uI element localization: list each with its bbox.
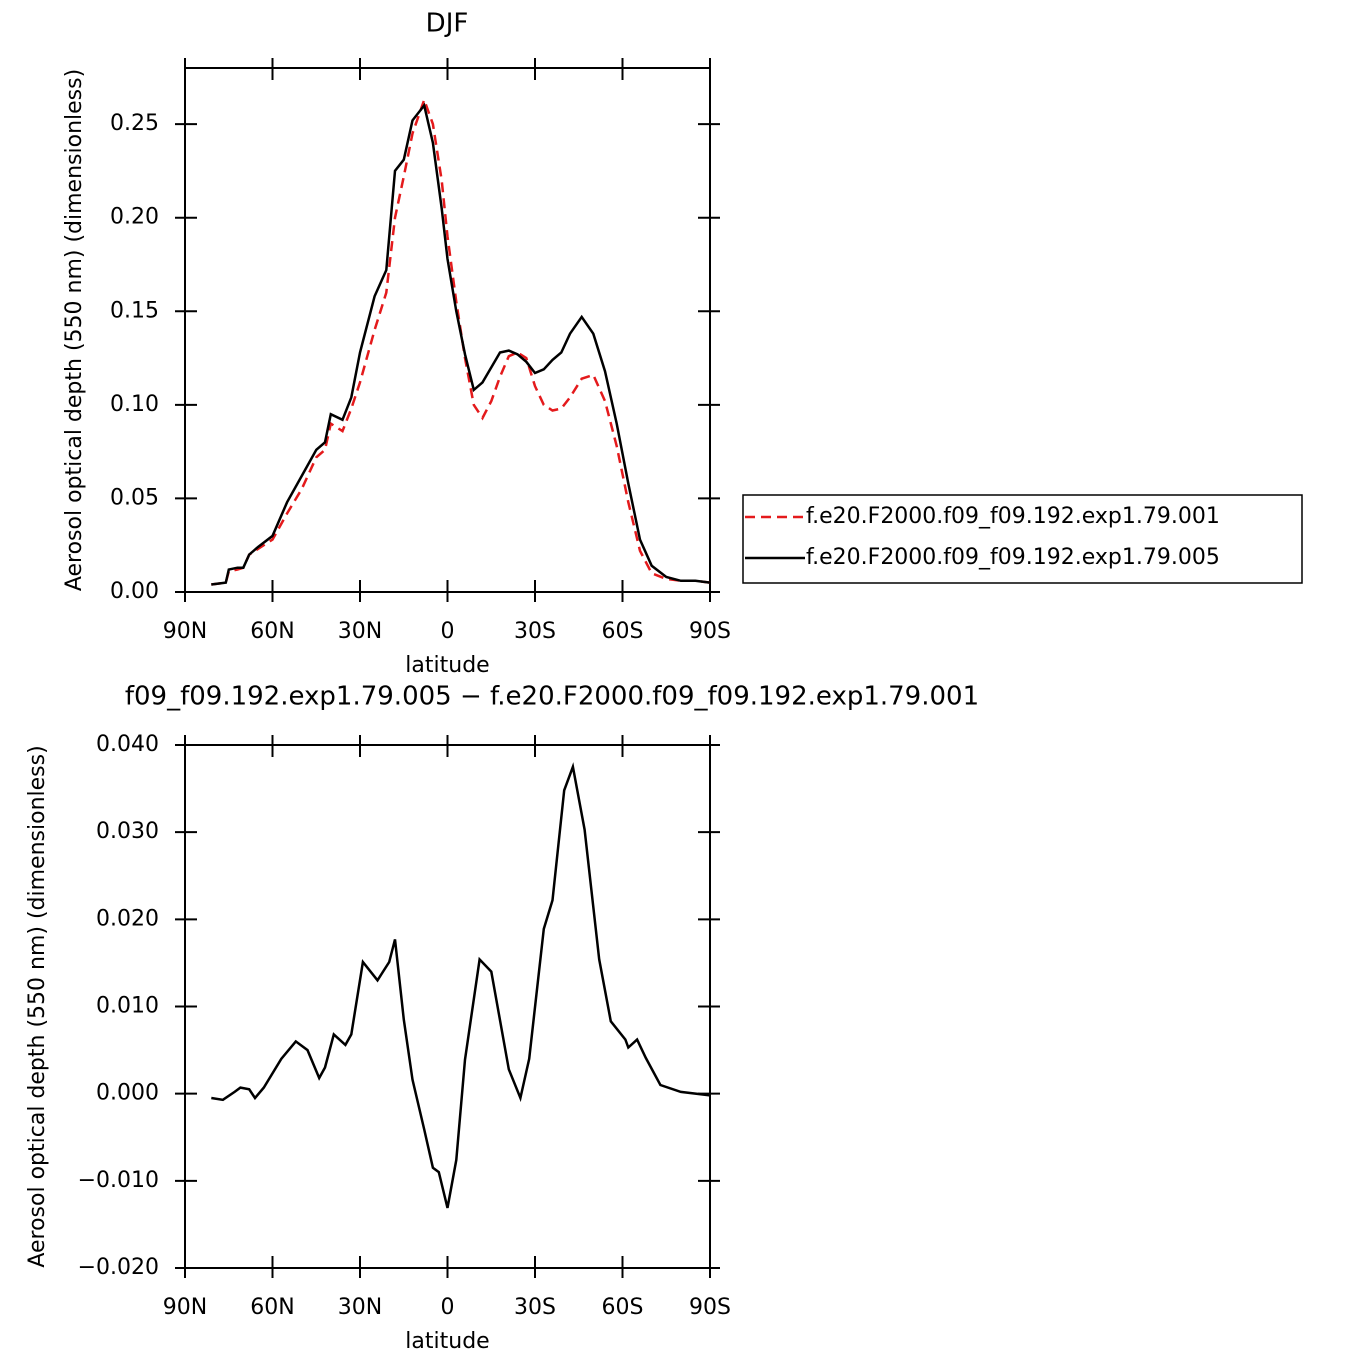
x-tick-label: 90S [689,619,731,644]
legend-box [742,494,1303,584]
y-tick-label: 0.030 [96,819,159,844]
y-tick-label: −0.020 [78,1255,159,1280]
y-tick-label: 0.20 [110,205,159,230]
y-tick-label: 0.05 [110,485,159,510]
y-tick-label: 0.25 [110,111,159,136]
y-axis-label: Aerosol optical depth (550 nm) (dimensio… [25,745,50,1267]
plot-frame [184,744,711,1269]
x-tick-label: 90N [163,619,207,644]
x-tick-label: 60N [250,619,294,644]
data-line [211,102,711,586]
y-tick-label: −0.010 [78,1168,159,1193]
y-tick-label: 0.15 [110,298,159,323]
x-tick-label: 60N [250,1295,294,1320]
data-line [211,96,711,586]
x-tick-label: 30N [338,619,382,644]
y-tick-label: 0.010 [96,994,159,1019]
x-tick-label: 0 [441,619,455,644]
x-tick-label: 30S [514,1295,556,1320]
x-tick-label: 30S [514,619,556,644]
chart-title: DJF [426,9,469,39]
plot-frame [184,67,711,593]
x-tick-label: 90S [689,1295,731,1320]
x-tick-label: 0 [441,1295,455,1320]
chart-title: f09_f09.192.exp1.79.005 − f.e20.F2000.f0… [125,682,979,712]
y-axis-label: Aerosol optical depth (550 nm) (dimensio… [62,69,87,591]
x-axis-label: latitude [405,1329,489,1354]
x-tick-label: 30N [338,1295,382,1320]
y-tick-label: 0.10 [110,392,159,417]
y-tick-label: 0.000 [96,1081,159,1106]
y-tick-label: 0.020 [96,906,159,931]
x-axis-label: latitude [405,653,489,678]
x-tick-label: 60S [602,1295,644,1320]
data-line [211,762,711,1209]
x-tick-label: 90N [163,1295,207,1320]
x-tick-label: 60S [602,619,644,644]
legend-label: f.e20.F2000.f09_f09.192.exp1.79.005 [806,545,1220,570]
legend-label: f.e20.F2000.f09_f09.192.exp1.79.001 [806,504,1220,529]
y-tick-label: 0.00 [110,579,159,604]
y-tick-label: 0.040 [96,732,159,757]
